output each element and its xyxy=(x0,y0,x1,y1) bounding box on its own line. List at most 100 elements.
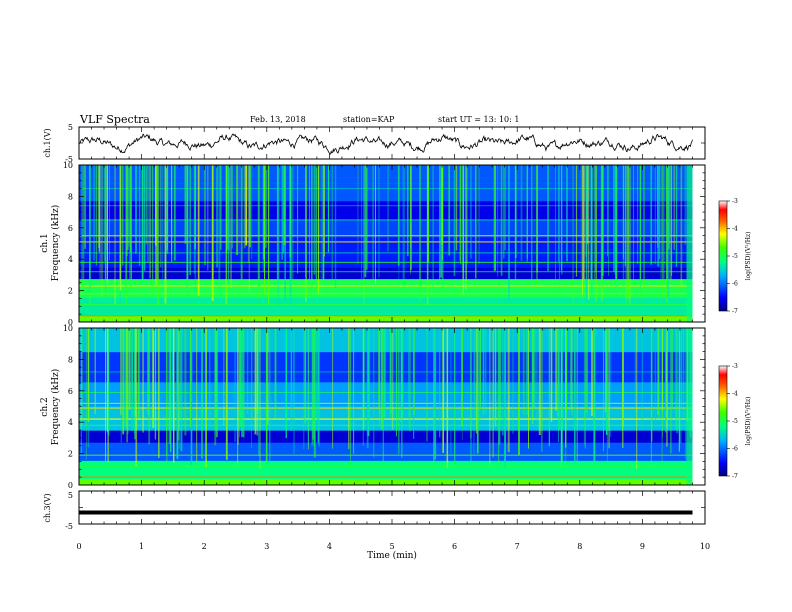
spectrogram-burst xyxy=(575,165,578,277)
ch2-spec-y-tick-label: 0 xyxy=(68,481,73,490)
spectrogram-burst xyxy=(193,165,195,275)
spectrogram-burst xyxy=(228,165,230,252)
spectrogram-burst xyxy=(448,165,451,256)
spectrogram-burst xyxy=(574,328,576,464)
spectrogram-burst xyxy=(614,165,616,275)
spectrogram-band xyxy=(79,273,693,281)
spectrogram-burst xyxy=(661,328,663,463)
spectrogram-line xyxy=(79,285,693,287)
spectrogram-burst xyxy=(255,328,257,435)
spectrogram-burst xyxy=(657,328,660,415)
spectrogram-burst xyxy=(440,165,443,278)
spectrogram-burst xyxy=(508,165,510,298)
spectrogram-burst xyxy=(362,328,365,430)
spectrogram-burst xyxy=(170,328,172,453)
spectrogram-burst xyxy=(680,165,683,287)
spectrogram-burst xyxy=(292,165,294,286)
spectrogram-burst xyxy=(400,328,402,423)
spectrogram-burst xyxy=(194,165,196,250)
spectrogram-burst xyxy=(158,328,160,458)
spectrogram-line xyxy=(79,188,693,189)
spectrogram-line xyxy=(79,252,693,254)
spectrogram-burst xyxy=(297,165,299,274)
spectrogram-burst xyxy=(230,165,232,288)
spectrogram-burst xyxy=(391,328,394,430)
spectrogram-burst xyxy=(590,165,593,284)
spectrogram-burst xyxy=(439,165,441,281)
colorbar-ch2-tick-label: -7 xyxy=(732,473,738,480)
spectrogram-burst xyxy=(461,328,463,427)
spectrogram-band xyxy=(79,364,693,371)
colorbar-ch1-tick-label: -6 xyxy=(732,281,738,288)
spectrogram-line xyxy=(79,391,693,393)
spectrogram-band xyxy=(79,340,693,347)
spectrogram-burst xyxy=(84,165,86,249)
spectrogram-burst xyxy=(240,165,243,282)
spectrogram-burst xyxy=(453,165,456,277)
spectrogram-burst xyxy=(106,165,108,284)
spectrogram-burst xyxy=(462,165,465,281)
spectrogram-burst xyxy=(362,328,364,446)
x-tick-label: 6 xyxy=(452,542,457,551)
spectrogram-band xyxy=(79,279,693,287)
spectrogram-burst xyxy=(522,328,525,415)
spectrogram-line xyxy=(79,219,693,221)
spectrogram-burst xyxy=(136,165,137,253)
spectrogram-burst xyxy=(334,165,337,288)
spectrogram-burst xyxy=(267,328,269,425)
spectrogram-burst xyxy=(238,165,240,253)
spectrogram-burst xyxy=(144,165,146,271)
colorbar-ch2: -3 -4 -5 -6 -7 log(PSD)(V²/Hz) xyxy=(718,363,752,480)
spectrogram-burst xyxy=(184,165,187,244)
spectrogram-burst xyxy=(94,328,96,414)
spectrogram-line xyxy=(79,402,693,404)
spectrogram-burst xyxy=(593,328,596,463)
x-tick-label: 8 xyxy=(577,542,582,551)
spectrogram-burst xyxy=(173,328,175,463)
spectrogram-burst xyxy=(225,328,228,460)
spectrogram-burst xyxy=(364,165,367,278)
spectrogram-band xyxy=(79,358,693,365)
spectrogram-burst xyxy=(269,328,271,464)
spectrogram-burst xyxy=(251,328,253,421)
spectrogram-burst xyxy=(673,165,675,250)
spectrogram-band xyxy=(79,285,693,293)
spectrogram-burst xyxy=(265,328,268,463)
spectrogram-band xyxy=(79,219,693,226)
spectrogram-burst xyxy=(465,165,467,290)
spectrogram-burst xyxy=(670,165,672,281)
spectrogram-line xyxy=(79,293,693,295)
ch2-spec-y-tick-label: 2 xyxy=(68,450,73,459)
spectrogram-burst xyxy=(634,328,636,413)
spectrogram-burst xyxy=(114,165,116,305)
spectrogram-burst xyxy=(604,328,607,413)
spectrogram-burst xyxy=(639,165,642,300)
x-tick-label: 7 xyxy=(515,542,520,551)
spectrogram-burst xyxy=(282,165,285,254)
spectrogram-burst xyxy=(454,328,456,465)
spectrogram-line xyxy=(79,261,693,263)
spectrogram-burst xyxy=(141,165,144,281)
spectrogram-burst xyxy=(190,328,193,466)
ch1-spectrogram-panel: 0 2 4 6 8 10 ch.1 Frequency (kHz) xyxy=(40,161,706,327)
spectrogram-burst xyxy=(678,328,680,452)
spectrogram-burst xyxy=(148,328,150,432)
spectrogram-burst xyxy=(398,165,400,283)
spectrogram-band xyxy=(79,472,693,480)
spectrogram-burst xyxy=(109,165,110,261)
spectrogram-burst xyxy=(659,165,660,259)
spectrogram-burst xyxy=(470,165,472,259)
spectrogram-burst xyxy=(489,328,491,465)
spectrogram-burst xyxy=(378,328,380,415)
spectrogram-band xyxy=(79,315,693,323)
spectrogram-band xyxy=(79,370,693,377)
spectrogram-burst xyxy=(403,165,405,302)
spectrogram-burst xyxy=(684,328,687,460)
x-tick-label: 5 xyxy=(389,542,394,551)
spectrogram-burst xyxy=(493,165,495,271)
spectrogram-burst xyxy=(666,165,668,302)
spectrogram-burst xyxy=(104,165,107,302)
x-tick-label: 2 xyxy=(202,542,207,551)
spectrogram-burst xyxy=(215,328,218,418)
spectrogram-burst xyxy=(194,165,196,291)
